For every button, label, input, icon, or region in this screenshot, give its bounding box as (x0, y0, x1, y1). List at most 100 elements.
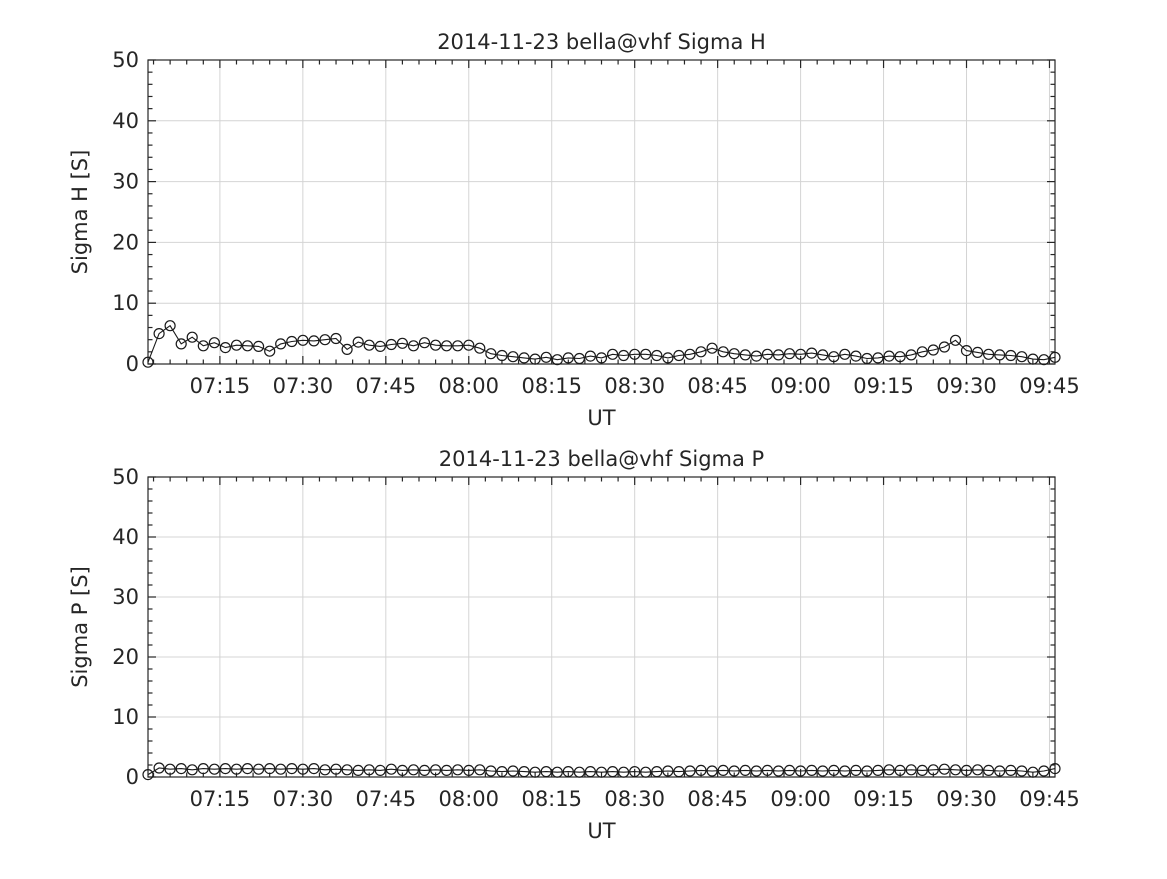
data-point-marker (739, 764, 751, 777)
data-point-marker (385, 338, 397, 351)
data-point-marker (584, 765, 597, 778)
tick-marks (148, 476, 1055, 778)
data-point-marker (883, 350, 895, 362)
y-axis-label: Sigma H [S] (68, 150, 92, 275)
x-tick-label: 07:15 (190, 787, 251, 811)
data-point-marker (1038, 765, 1050, 777)
data-point-marker (872, 764, 884, 777)
x-tick-label: 08:30 (604, 787, 665, 811)
data-point-marker (606, 765, 619, 778)
data-point-marker (363, 339, 375, 351)
axes-frame (147, 476, 1056, 778)
data-point-marker (551, 766, 563, 778)
data-point-marker (595, 352, 608, 364)
y-tick-label: 30 (112, 585, 139, 609)
x-tick-label: 07:15 (190, 374, 251, 398)
data-point-marker (374, 340, 386, 352)
data-point-marker (606, 348, 619, 360)
data-point-marker (750, 765, 763, 777)
data-point-marker (275, 763, 287, 775)
data-point-marker (850, 350, 862, 362)
data-point-marker (418, 764, 431, 777)
x-tick-label: 08:15 (521, 374, 582, 398)
data-point-marker (441, 764, 453, 777)
data-point-marker (452, 764, 464, 776)
data-point-marker (441, 340, 453, 352)
y-tick-label: 50 (112, 48, 139, 72)
data-point-marker (994, 349, 1006, 361)
data-point-marker (927, 344, 939, 356)
data-point-marker (518, 352, 530, 364)
x-tick-label: 08:00 (439, 374, 500, 398)
x-tick-label: 07:30 (273, 787, 334, 811)
data-point-marker (617, 766, 630, 778)
data-point-marker (938, 341, 951, 353)
data-point-marker (396, 764, 408, 777)
data-point-marker (706, 342, 718, 354)
data-point-marker (960, 764, 973, 777)
data-point-marker (861, 352, 873, 365)
data-point-marker (551, 354, 563, 366)
data-point-marker (750, 350, 763, 362)
data-point-marker (927, 764, 939, 776)
gridlines (148, 60, 1055, 364)
data-point-marker (861, 765, 873, 777)
data-point-marker (573, 766, 586, 778)
data-point-marker (241, 762, 254, 775)
data-point-marker (341, 764, 353, 776)
x-tick-label: 08:00 (439, 787, 500, 811)
data-point-marker (894, 351, 906, 363)
data-point-marker (142, 356, 154, 368)
data-point-marker (883, 764, 895, 776)
x-tick-label: 09:15 (853, 374, 914, 398)
data-point-marker (916, 764, 928, 777)
data-point-marker (308, 335, 320, 347)
data-point-marker (684, 348, 696, 360)
y-tick-label: 0 (126, 352, 139, 376)
data-point-marker (695, 346, 707, 358)
data-point-marker (1049, 762, 1061, 775)
gridlines (148, 477, 1055, 777)
data-point-marker (175, 338, 187, 350)
data-point-marker (230, 763, 243, 775)
data-point-marker (817, 349, 829, 361)
data-point-marker (507, 351, 519, 363)
data-point-marker (241, 340, 254, 352)
data-point-marker (164, 320, 176, 332)
data-point-marker (430, 764, 442, 776)
data-point-marker (905, 349, 917, 361)
data-point-marker (208, 763, 220, 775)
data-point-marker (330, 332, 342, 345)
data-point-marker (275, 338, 287, 350)
data-point-marker (717, 346, 729, 358)
y-tick-label: 40 (112, 109, 139, 133)
x-axis-label: UT (587, 406, 615, 430)
y-tick-label: 50 (112, 465, 139, 489)
data-point-marker (839, 765, 851, 777)
data-point-marker (584, 350, 597, 362)
data-point-marker (706, 765, 718, 777)
data-point-marker (164, 763, 176, 775)
data-point-marker (1049, 351, 1061, 363)
tick-marks (148, 59, 1055, 365)
data-point-marker (407, 340, 420, 352)
y-tick-label: 10 (112, 705, 139, 729)
data-point-marker (1027, 353, 1039, 365)
data-point-marker (385, 763, 397, 775)
data-point-marker (474, 764, 486, 776)
data-point-marker (960, 345, 973, 357)
y-tick-label: 10 (112, 291, 139, 315)
data-point-marker (352, 764, 364, 777)
x-tick-label: 08:15 (521, 787, 582, 811)
data-point-marker (739, 349, 751, 361)
data-point-marker (905, 764, 917, 776)
data-point-marker (175, 762, 187, 775)
data-point-marker (496, 349, 508, 362)
y-tick-label: 30 (112, 170, 139, 194)
data-point-marker (1027, 766, 1039, 778)
data-point-marker (938, 763, 951, 775)
data-point-marker (529, 766, 541, 778)
data-point-marker (1005, 349, 1017, 362)
